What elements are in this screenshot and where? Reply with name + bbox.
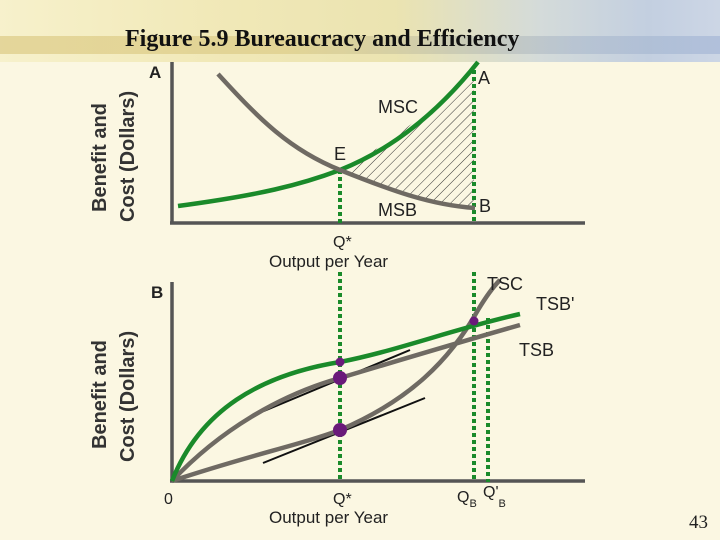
tsb-prime-label: TSB' bbox=[536, 294, 574, 314]
point-tsb-qstar bbox=[333, 371, 347, 385]
msc-label: MSC bbox=[378, 97, 418, 117]
tsb-curve bbox=[170, 322, 521, 483]
panel-a-ylabel-line1: Benefit and bbox=[89, 103, 111, 212]
panel-b-origin-label: 0 bbox=[164, 491, 173, 508]
banner-strip-decoration bbox=[0, 36, 720, 54]
panel-a-qstar-label: Q* bbox=[333, 234, 352, 251]
figure-title: Figure 5.9 Bureaucracy and Efficiency bbox=[125, 26, 520, 52]
panel-b: Benefit and Cost (Dollars) B bbox=[89, 272, 585, 527]
panel-b-xlabel: Output per Year bbox=[269, 508, 388, 527]
qb-tick-label: QB bbox=[457, 489, 477, 510]
qb-prime-tick-label: Q'B bbox=[483, 484, 506, 510]
panel-b-qstar-label: Q* bbox=[333, 491, 352, 508]
panel-b-ylabel-line2: Cost (Dollars) bbox=[117, 331, 139, 462]
msb-curve bbox=[216, 72, 476, 211]
point-e-label: E bbox=[334, 144, 346, 164]
tsb-label: TSB bbox=[519, 340, 554, 360]
page-number: 43 bbox=[689, 512, 708, 533]
point-a-label: A bbox=[478, 68, 490, 88]
panel-b-label: B bbox=[151, 283, 163, 302]
point-tsb-prime-qstar bbox=[335, 357, 345, 367]
panel-a-xlabel: Output per Year bbox=[269, 252, 388, 271]
tsc-curve bbox=[171, 278, 502, 484]
point-tsc-qstar bbox=[333, 423, 347, 437]
msb-label: MSB bbox=[378, 200, 417, 220]
panel-a: Benefit and Cost (Dollars) A MSC MSB E A… bbox=[89, 60, 585, 271]
tsc-label: TSC bbox=[487, 274, 523, 294]
point-b-label: B bbox=[479, 196, 491, 216]
panel-a-label: A bbox=[149, 63, 161, 82]
panel-b-ylabel-line1: Benefit and bbox=[89, 340, 111, 449]
panel-a-ylabel-line2: Cost (Dollars) bbox=[117, 91, 139, 222]
point-qb-intersection bbox=[469, 316, 479, 326]
